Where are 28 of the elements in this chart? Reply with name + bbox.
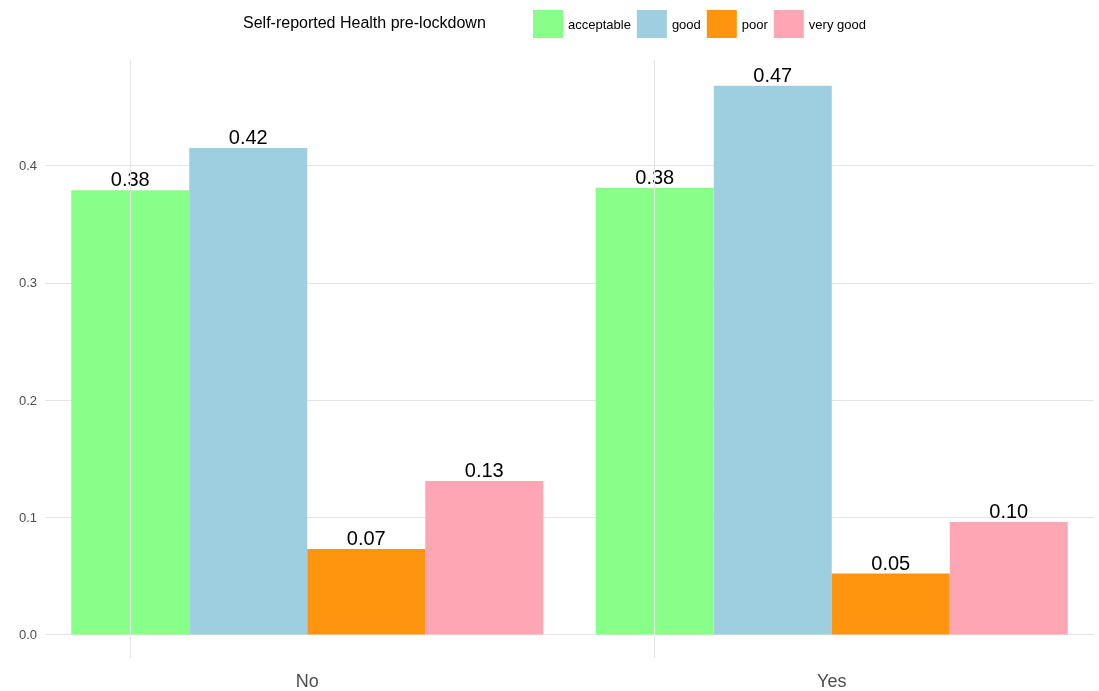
legend-label: good	[671, 16, 701, 32]
y-tick-label: 0.4	[18, 158, 37, 174]
legend-label: very good	[808, 16, 866, 32]
bar	[189, 147, 308, 635]
data-label: 0.10	[989, 499, 1029, 522]
data-label: 0.38	[110, 168, 150, 191]
legend-label: acceptable	[568, 16, 631, 32]
legend-label: poor	[741, 16, 769, 32]
bar	[71, 190, 190, 635]
data-label: 0.38	[635, 165, 675, 188]
data-label: 0.05	[871, 551, 911, 574]
bar	[425, 480, 544, 635]
y-tick-label: 0.3	[18, 275, 37, 291]
bar	[713, 85, 832, 635]
bar	[307, 548, 426, 635]
data-label: 0.42	[228, 125, 268, 148]
y-tick-label: 0.1	[18, 509, 37, 525]
data-label: 0.47	[753, 63, 793, 86]
bar	[595, 187, 714, 635]
bar	[831, 573, 950, 635]
x-tick-label: Yes	[817, 671, 847, 691]
y-tick-label: 0.0	[18, 627, 37, 643]
y-tick-label: 0.2	[18, 392, 37, 408]
legend-title: Self-reported Health pre-lockdown	[243, 13, 486, 31]
bar	[949, 521, 1068, 635]
data-label: 0.07	[346, 526, 386, 549]
x-tick-label: No	[295, 671, 319, 691]
data-label: 0.13	[464, 458, 504, 481]
